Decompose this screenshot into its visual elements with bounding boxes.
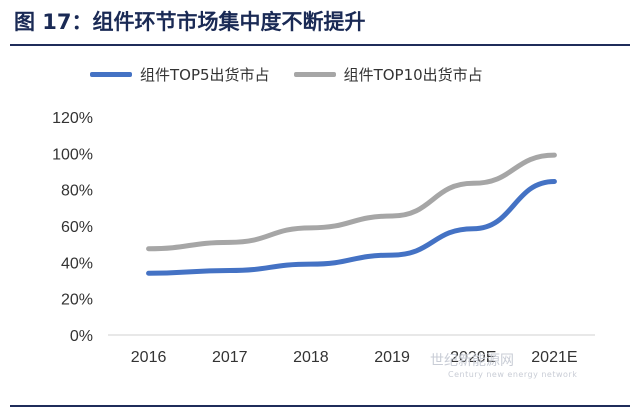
x-tick-label: 2016: [131, 349, 167, 366]
title-divider: [10, 44, 630, 46]
legend-label-top10: 组件TOP10出货市占: [343, 66, 483, 84]
watermark-text: 世纪新能源网: [430, 353, 514, 369]
chart-axes: 0% 20% 40% 60% 80% 100% 120% 2016 2017 2018 2019 20…: [52, 110, 595, 366]
y-tick-label: 20%: [61, 292, 93, 309]
y-tick-label: 0%: [70, 328, 93, 345]
y-tick-label: 60%: [61, 219, 93, 236]
legend-swatch-top10: [293, 72, 336, 77]
legend-label-top5: 组件TOP5出货市占: [140, 66, 270, 84]
series-line-top10: [146, 152, 557, 252]
y-tick-label: 40%: [61, 255, 93, 272]
x-tick-label: 2019: [374, 349, 410, 366]
y-tick-label: 80%: [61, 183, 93, 200]
watermark-subtext: Century new energy network: [448, 370, 578, 379]
series-layer: [146, 152, 557, 276]
x-tick-label: 2020E: [450, 349, 496, 366]
series-line-top5: [146, 178, 557, 276]
x-tick-label: 2017: [212, 349, 248, 366]
chart-legend: 组件TOP5出货市占 组件TOP10出货市占: [90, 64, 483, 85]
watermark: 世纪新能源网 Century new energy network: [430, 350, 577, 379]
legend-item-top10: 组件TOP10出货市占: [293, 64, 483, 85]
y-tick-label: 120%: [52, 110, 93, 127]
figure-title: 图 17：组件环节市场集中度不断提升: [14, 10, 366, 34]
legend-swatch-top5: [90, 72, 132, 77]
x-tick-label: 2021E: [531, 349, 577, 366]
bottom-divider: [10, 405, 630, 407]
x-tick-label: 2018: [293, 349, 329, 366]
y-tick-label: 100%: [52, 146, 93, 163]
legend-item-top5: 组件TOP5出货市占: [90, 64, 270, 85]
